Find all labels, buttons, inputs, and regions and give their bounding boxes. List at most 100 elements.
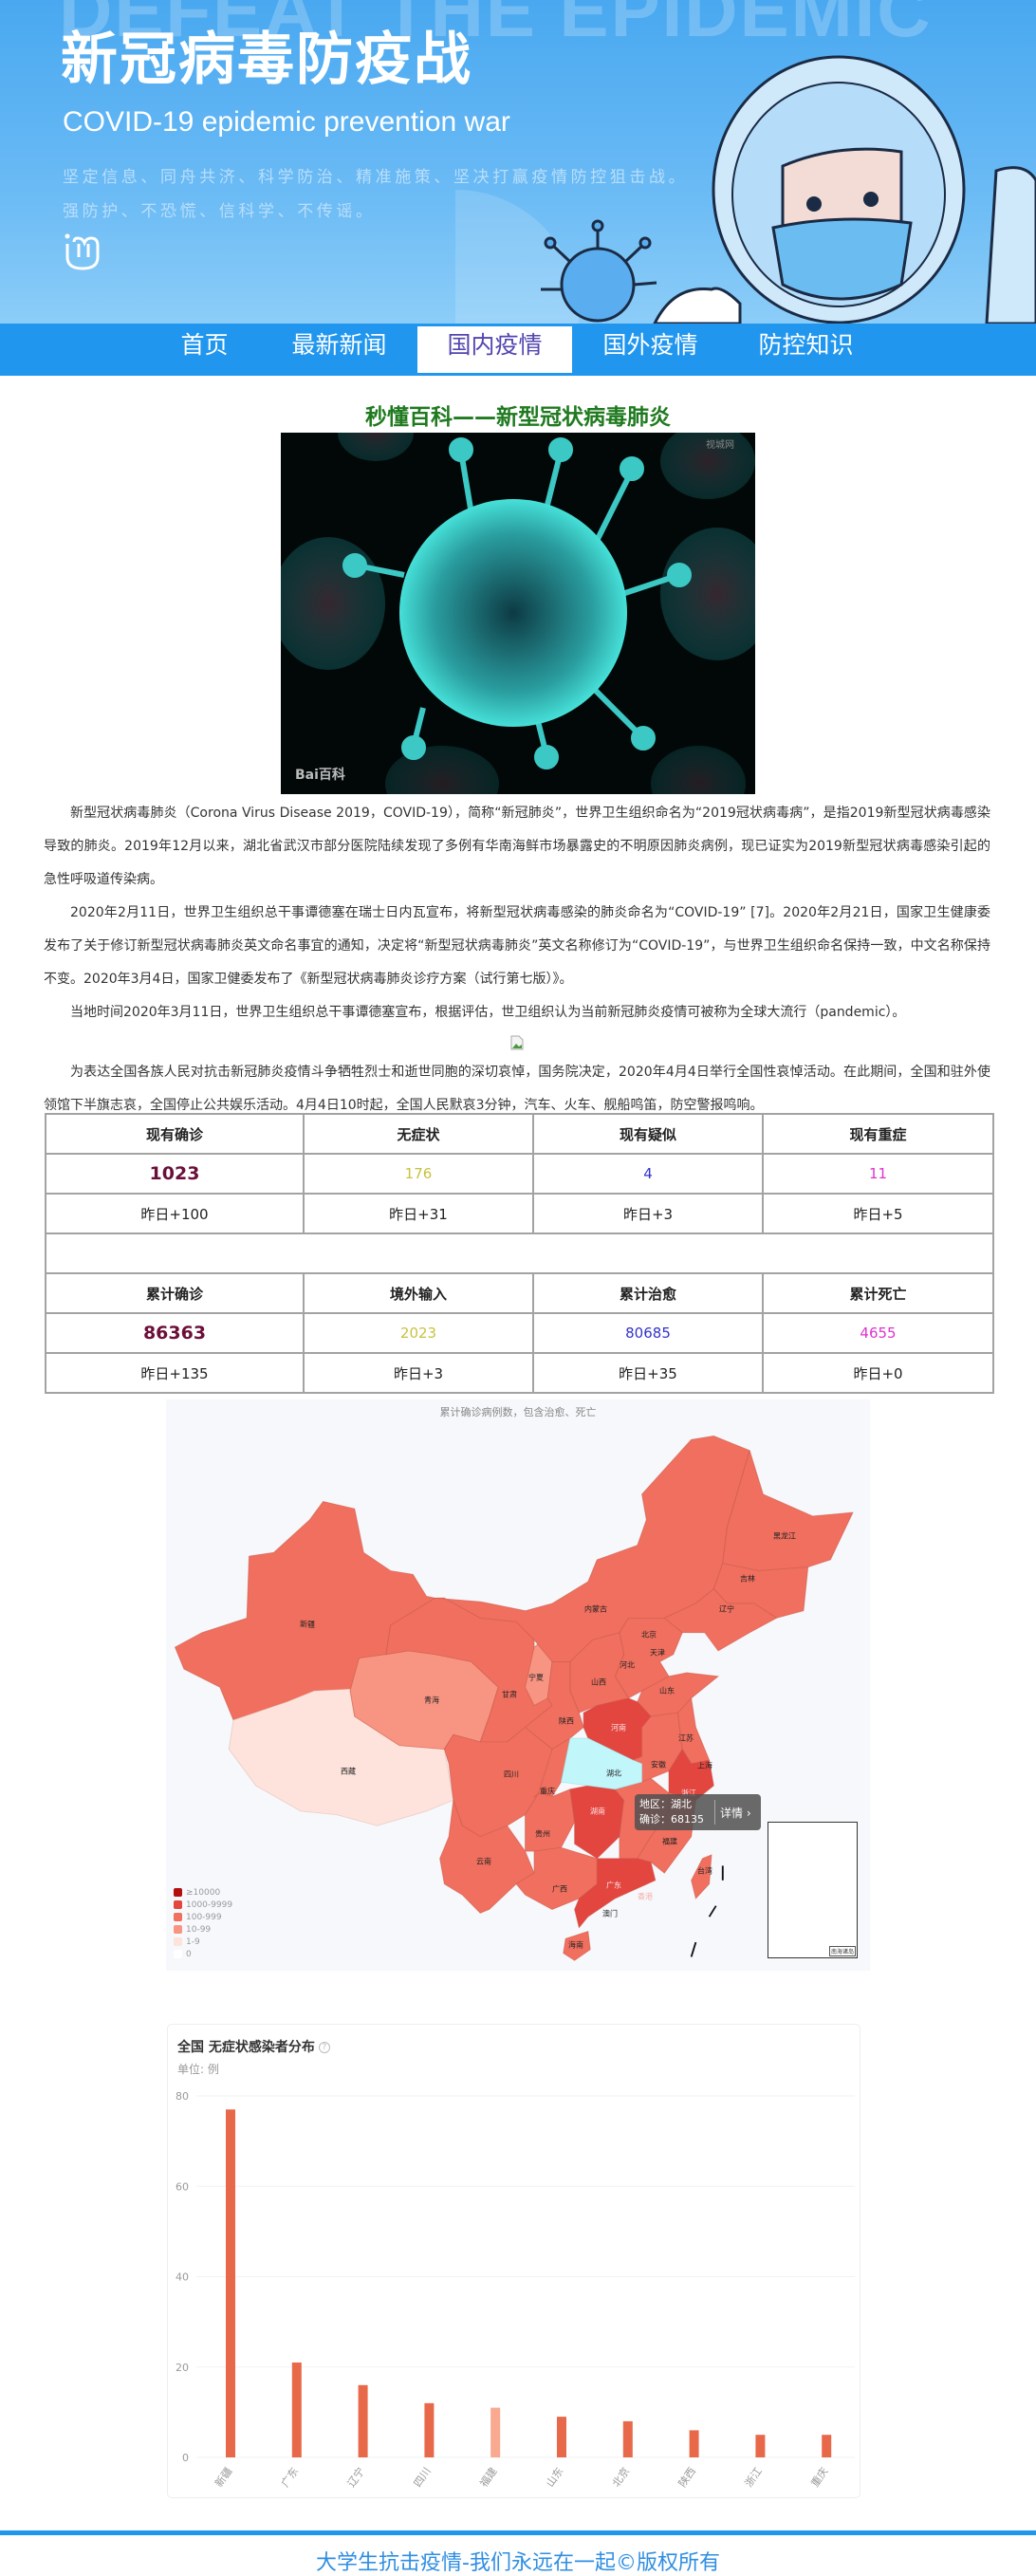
legend-item[interactable]: 0: [174, 1948, 232, 1960]
province-label: 安徽: [651, 1760, 666, 1770]
bar[interactable]: [490, 2407, 501, 2457]
x-tick-label: 新疆: [212, 2465, 234, 2490]
province-label: 江苏: [678, 1733, 694, 1743]
virus-image: 视城网 Bai百科: [281, 433, 755, 794]
article-title: 秒懂百科——新型冠状病毒肺炎: [365, 405, 671, 430]
province-hunan[interactable]: [569, 1785, 625, 1860]
legend-item[interactable]: 100-999: [174, 1911, 232, 1923]
province-label: 贵州: [535, 1829, 550, 1839]
south-china-sea-inset: 南海诸岛: [768, 1822, 858, 1958]
province-label: 西藏: [341, 1767, 356, 1776]
tooltip-region: 地区：湖北: [639, 1798, 692, 1810]
table-row: 累计确诊 境外输入 累计治愈 累计死亡: [45, 1272, 994, 1314]
stat-value: 11: [762, 1153, 994, 1195]
legend-item[interactable]: 10-99: [174, 1923, 232, 1936]
paragraph: 2020年2月11日，世界卫生组织总干事谭德塞在瑞士日内瓦宣布，将新型冠状病毒感…: [44, 905, 990, 987]
nav-latest-news[interactable]: 最新新闻: [291, 331, 387, 359]
banner-subtitle: COVID-19 epidemic prevention war: [63, 106, 510, 138]
legend-item[interactable]: 1000-9999: [174, 1899, 232, 1911]
legend-item[interactable]: ≥10000: [174, 1886, 232, 1899]
legend-item[interactable]: 1-9: [174, 1936, 232, 1948]
x-tick-label: 福建: [477, 2465, 500, 2490]
province-label: 北京: [641, 1630, 657, 1640]
province-label: 宁夏: [528, 1673, 544, 1682]
bar[interactable]: [424, 2402, 435, 2457]
broken-image-icon: [44, 1029, 990, 1056]
province-label: 山东: [659, 1686, 675, 1696]
stat-delta: 昨日+5: [762, 1193, 994, 1234]
inset-label: 南海诸岛: [828, 1946, 856, 1956]
stat-delta: 昨日+100: [45, 1193, 305, 1234]
chart-title: 全国 无症状感染者分布?: [177, 2037, 330, 2056]
bar[interactable]: [291, 2362, 302, 2457]
province-liaoning[interactable]: [663, 1588, 778, 1652]
x-tick-label: 广东: [279, 2465, 301, 2489]
province-taiwan[interactable]: [691, 1854, 712, 1900]
province-yunnan[interactable]: [439, 1800, 535, 1914]
province-guangxi[interactable]: [515, 1846, 598, 1910]
bar[interactable]: [557, 2417, 566, 2457]
stat-label: 现有确诊: [45, 1113, 305, 1155]
province-label: 湖南: [590, 1807, 605, 1816]
stat-value: 86363: [45, 1312, 305, 1354]
stat-label: 境外输入: [303, 1272, 534, 1314]
province-guangdong[interactable]: [574, 1858, 657, 1929]
map-subtitle: 累计确诊病例数，包含治愈、死亡: [439, 1406, 597, 1418]
stat-value: 176: [303, 1153, 534, 1195]
nav-domestic[interactable]: 国内疫情: [417, 326, 572, 373]
x-tick-label: 北京: [609, 2465, 632, 2490]
x-tick-label: 辽宁: [344, 2465, 367, 2490]
stat-delta: 昨日+3: [532, 1193, 764, 1234]
china-map: 累计确诊病例数，包含治愈、死亡 新疆 西藏 青海 甘肃 宁夏 内蒙古 黑龙江 吉…: [166, 1399, 870, 1971]
province-label: 山西: [591, 1677, 606, 1687]
map-svg: [174, 1435, 854, 1961]
table-row: 86363 2023 80685 4655: [45, 1312, 994, 1354]
bar[interactable]: [755, 2435, 766, 2457]
image-watermark: 视城网: [706, 438, 734, 451]
y-tick-label: 20: [176, 2362, 189, 2374]
table-row: 昨日+100 昨日+31 昨日+3 昨日+5: [45, 1193, 994, 1234]
province-label: 河南: [611, 1723, 626, 1733]
province-label: 海南: [568, 1940, 583, 1950]
bar[interactable]: [689, 2430, 699, 2457]
table-row: [45, 1232, 994, 1274]
stat-delta: 昨日+135: [45, 1352, 305, 1394]
province-label: 上海: [697, 1761, 712, 1770]
help-icon[interactable]: ?: [318, 2042, 330, 2053]
bar[interactable]: [358, 2384, 368, 2457]
stat-label: 累计确诊: [45, 1272, 305, 1314]
paragraph: 当地时间2020年3月11日，世界卫生组织总干事谭德塞宣布，根据评估，世卫组织认…: [70, 1005, 906, 1020]
province-label: 四川: [504, 1770, 519, 1779]
province-label: 浙江: [681, 1788, 696, 1798]
province-label: 湖北: [606, 1769, 621, 1778]
x-tick-label: 重庆: [808, 2465, 831, 2490]
stat-delta: 昨日+3: [303, 1352, 534, 1394]
province-label: 云南: [476, 1857, 491, 1866]
stat-label: 累计死亡: [762, 1272, 994, 1314]
y-tick-label: 60: [176, 2180, 189, 2193]
province-hainan[interactable]: [563, 1930, 591, 1961]
banner-slogan: 强防护、不恐慌、信科学、不传谣。: [63, 202, 376, 221]
bar[interactable]: [226, 2109, 235, 2457]
article-body: 新型冠状病毒肺炎（Corona Virus Disease 2019，COVID…: [44, 797, 990, 1122]
bar[interactable]: [622, 2420, 633, 2457]
province-label: 内蒙古: [584, 1604, 607, 1614]
province-label: 澳门: [602, 1909, 618, 1918]
nav-overseas[interactable]: 国外疫情: [602, 331, 698, 359]
hero-banner: DEFEAT THE EPIDEMIC 新冠病毒防疫战 COVID-19 epi…: [0, 0, 1036, 324]
province-label: 香港: [638, 1892, 653, 1901]
province-label: 重庆: [540, 1787, 555, 1796]
stat-value: 4655: [762, 1312, 994, 1354]
main-nav: 首页 最新新闻 国内疫情 国外疫情 防控知识: [0, 324, 1036, 376]
bar[interactable]: [822, 2435, 832, 2457]
banner-slogan: 坚定信息、同舟共济、科学防治、精准施策、坚决打赢疫情防控狙击战。: [63, 168, 689, 187]
paragraph: 为表达全国各族人民对抗击新冠肺炎疫情斗争牺牲烈士和逝世同胞的深切哀悼，国务院决定…: [44, 1065, 990, 1113]
stat-value: 4: [532, 1153, 764, 1195]
stat-delta: 昨日+0: [762, 1352, 994, 1394]
stat-label: 现有重症: [762, 1113, 994, 1155]
banner-watermark: DEFEAT THE EPIDEMIC: [59, 0, 933, 52]
nav-prevention[interactable]: 防控知识: [758, 331, 854, 359]
province-hubei[interactable]: [560, 1737, 643, 1790]
tooltip-detail-link[interactable]: 详情 ›: [720, 1807, 751, 1820]
nav-home[interactable]: 首页: [180, 331, 229, 359]
